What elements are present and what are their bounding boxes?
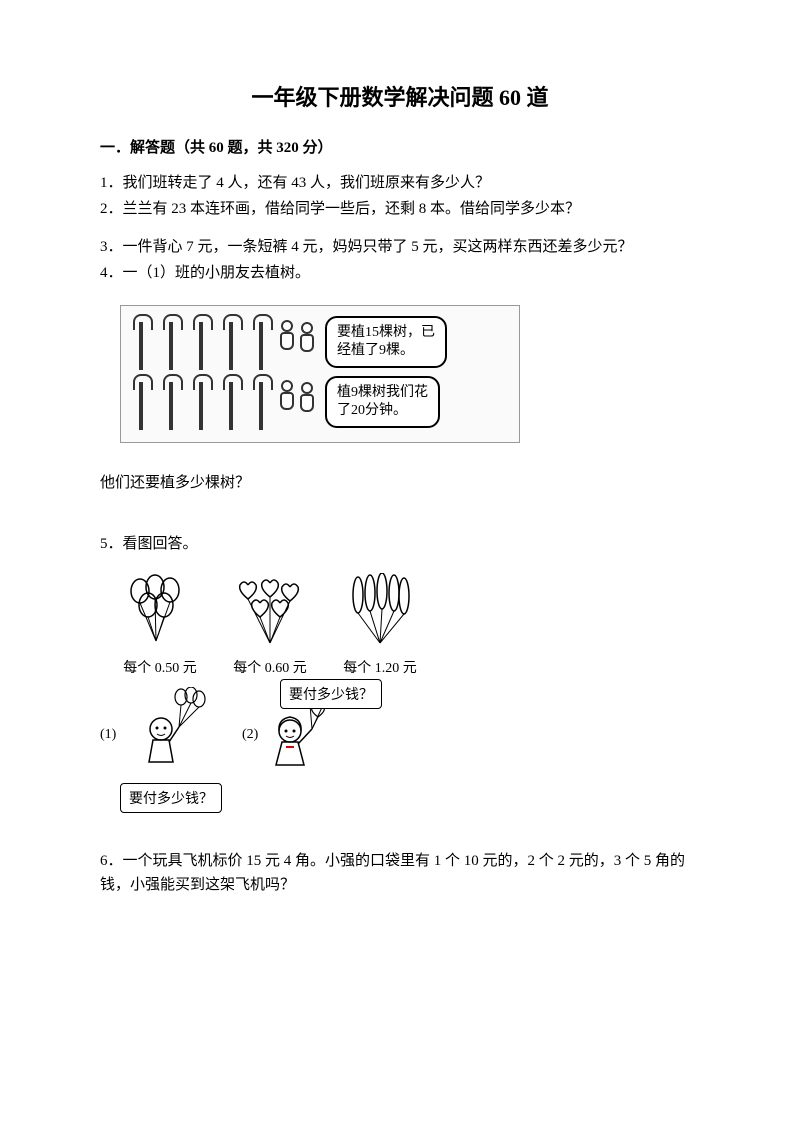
bubble1-line1: 要植15棵树，已 bbox=[337, 325, 435, 340]
question-3: 3．一件背心 7 元，一条短裤 4 元，妈妈只带了 5 元，买这两样东西还差多少… bbox=[100, 235, 700, 259]
question-6: 6．一个玩具飞机标价 15 元 4 角。小强的口袋里有 1 个 10 元的，2 … bbox=[100, 849, 700, 897]
price-label-1: 每个 0.50 元 bbox=[123, 657, 197, 677]
speech-bubble-1: 要植15棵树，已 经植了9棵。 bbox=[325, 316, 447, 368]
question-1: 1．我们班转走了 4 人，还有 43 人，我们班原来有多少人？ bbox=[100, 171, 700, 195]
page-title: 一年级下册数学解决问题 60 道 bbox=[100, 80, 700, 112]
pay-bubble-2: 要付多少钱？ bbox=[280, 679, 382, 709]
question-5: 5．看图回答。 bbox=[100, 532, 700, 553]
tree-icon bbox=[129, 314, 153, 370]
tree-icon bbox=[249, 374, 273, 430]
kid-1: (1) 要付多少钱？ bbox=[120, 687, 222, 813]
tree-icon bbox=[129, 374, 153, 430]
price-label-2: 每个 0.60 元 bbox=[233, 657, 307, 677]
tree-icon bbox=[249, 314, 273, 370]
balloon-type-3: 每个 1.20 元 bbox=[340, 573, 420, 677]
balloon-type-2: 每个 0.60 元 bbox=[230, 573, 310, 677]
heart-balloons-icon bbox=[230, 573, 310, 653]
bubble2-line2: 了20分钟。 bbox=[337, 403, 407, 418]
kid-2-label: (2) bbox=[242, 727, 258, 743]
tree-icon bbox=[189, 374, 213, 430]
bubble1-line2: 经植了9棵。 bbox=[337, 343, 414, 358]
section-header: 一．解答题（共 60 题，共 320 分） bbox=[100, 136, 700, 157]
tree-icon bbox=[159, 314, 183, 370]
tree-icon bbox=[189, 314, 213, 370]
kid-2: (2) 要付多少钱？ bbox=[262, 687, 342, 777]
kids-carrying-icon bbox=[279, 374, 319, 430]
figure-tree-planting: 要植15棵树，已 经植了9棵。 植9棵树我们花 了20分钟。 bbox=[120, 305, 700, 443]
question-4: 4．一（1）班的小朋友去植树。 bbox=[100, 261, 700, 285]
figure-balloons: 每个 0.50 元 每个 0.60 元 bbox=[120, 573, 560, 813]
round-balloons-icon bbox=[120, 573, 200, 653]
question-2: 2．兰兰有 23 本连环画，借给同学一些后，还剩 8 本。借给同学多少本？ bbox=[100, 197, 700, 221]
long-balloons-icon bbox=[340, 573, 420, 653]
price-label-3: 每个 1.20 元 bbox=[343, 657, 417, 677]
question-4-followup: 他们还要植多少棵树？ bbox=[100, 471, 700, 492]
speech-bubble-2: 植9棵树我们花 了20分钟。 bbox=[325, 376, 440, 428]
balloon-type-1: 每个 0.50 元 bbox=[120, 573, 200, 677]
pay-bubble-1: 要付多少钱？ bbox=[120, 783, 222, 813]
boy-with-balloons-icon bbox=[131, 687, 211, 777]
tree-icon bbox=[159, 374, 183, 430]
kid-1-label: (1) bbox=[100, 727, 116, 743]
bubble2-line1: 植9棵树我们花 bbox=[337, 385, 428, 400]
kids-planting-icon bbox=[279, 314, 319, 370]
tree-icon bbox=[219, 314, 243, 370]
tree-icon bbox=[219, 374, 243, 430]
